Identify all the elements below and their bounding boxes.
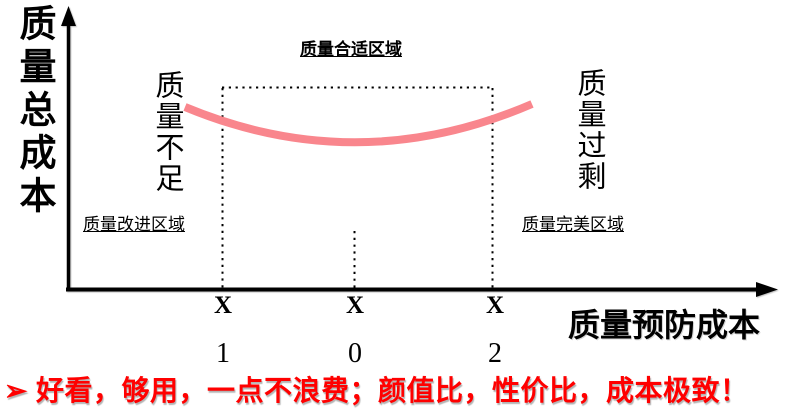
x-tick-2-symbol: X bbox=[485, 292, 505, 319]
top-region-label: 质量合适区域 bbox=[300, 40, 402, 59]
x-tick-1-subscript: 1 bbox=[216, 338, 230, 369]
quality-cost-curve bbox=[183, 100, 534, 147]
left-zone-title: 质量不足 bbox=[151, 70, 183, 194]
y-axis-title: 质量总成本 bbox=[14, 4, 55, 219]
x-tick-0: X 0 bbox=[325, 293, 385, 368]
x-tick-1-symbol: X bbox=[213, 292, 233, 319]
x-axis-arrowhead-icon bbox=[756, 282, 778, 297]
slide-caption-text: 好看，够用，一点不浪费；颜值比，性价比，成本极致！ bbox=[35, 375, 749, 406]
slide-caption: ➢ 好看，够用，一点不浪费；颜值比，性价比，成本极致！ bbox=[4, 369, 791, 409]
arrow-bullet-icon: ➢ bbox=[4, 375, 28, 406]
dotted-guides bbox=[221, 86, 494, 288]
x-axis-title: 质量预防成本 bbox=[568, 307, 761, 343]
x-tick-1: X 1 bbox=[193, 293, 253, 368]
left-region-label: 质量改进区域 bbox=[83, 215, 185, 234]
right-zone-title: 质量过剩 bbox=[573, 68, 605, 192]
axes bbox=[61, 6, 778, 297]
x-tick-2: X 2 bbox=[465, 293, 525, 368]
x-tick-0-symbol: X bbox=[345, 292, 365, 319]
right-region-label: 质量完美区域 bbox=[522, 215, 624, 234]
x-tick-0-subscript: 0 bbox=[348, 338, 362, 369]
x-tick-2-subscript: 2 bbox=[488, 338, 502, 369]
y-axis-arrowhead-icon bbox=[61, 6, 76, 26]
